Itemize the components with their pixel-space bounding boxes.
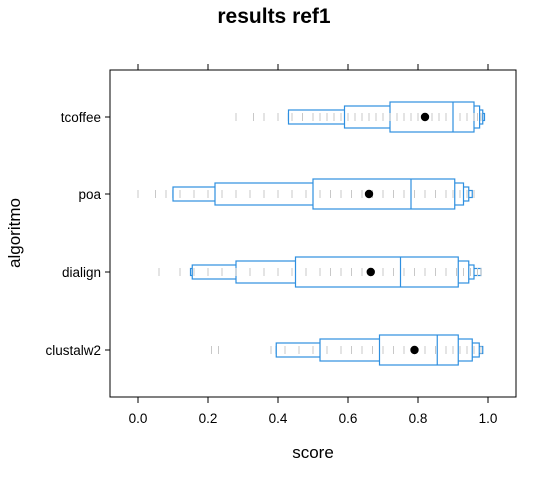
- median-layer: [399, 102, 454, 365]
- letter-value-box-1: [312, 178, 456, 210]
- x-tick-label: 0.6: [339, 411, 358, 426]
- mean-point: [366, 267, 375, 277]
- mean-point: [364, 189, 374, 199]
- y-axis: tcoffee poa dialign clustalw2: [45, 110, 110, 358]
- mean-point: [420, 112, 430, 122]
- x-axis-label: score: [292, 443, 334, 462]
- rug-layer: [137, 113, 482, 354]
- mean-point: [410, 345, 419, 355]
- y-tick-label: tcoffee: [61, 110, 101, 125]
- x-tick-label: 0.8: [409, 411, 428, 426]
- y-tick-label: dialign: [62, 265, 101, 280]
- x-tick-label: 0.2: [199, 411, 218, 426]
- chart-title: results ref1: [217, 5, 331, 28]
- mean-point-layer: [364, 112, 430, 355]
- letter-value-box-1: [294, 256, 459, 288]
- x-tick-label: 0.4: [269, 411, 288, 426]
- letter-value-box-1: [378, 334, 459, 366]
- plot-panel: [109, 69, 517, 398]
- y-axis-label: algoritmo: [5, 198, 24, 268]
- y-tick-label: poa: [78, 187, 101, 202]
- x-axis: 0.0 0.2 0.4 0.6 0.8 1.0: [129, 64, 498, 426]
- letter-value-box-layer: [172, 101, 486, 366]
- x-tick-label: 0.0: [129, 411, 148, 426]
- y-tick-label: clustalw2: [45, 343, 101, 358]
- x-tick-label: 1.0: [479, 411, 498, 426]
